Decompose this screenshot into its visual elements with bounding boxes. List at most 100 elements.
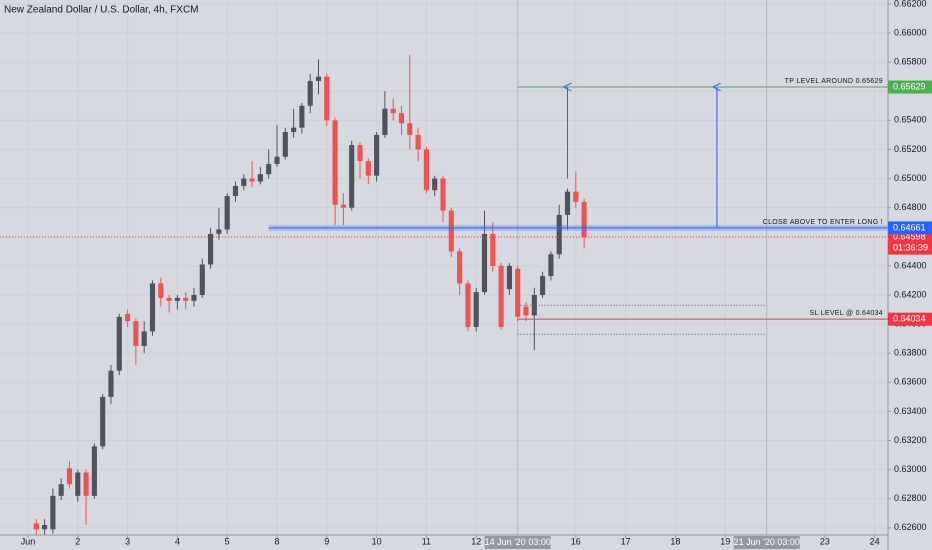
level-price-label: 0.64034 [893,314,926,324]
candle-body [274,156,280,165]
y-tick-label: 0.66000 [894,27,927,37]
candle-body [432,178,438,191]
x-tick-label: 24 [870,536,880,546]
candle-body [33,523,39,530]
candle-body [249,178,255,182]
y-tick-label: 0.62600 [894,522,927,532]
crosshair-box [733,536,800,549]
candle-body [291,127,297,133]
candle-body [166,297,172,301]
candle-body [357,145,363,162]
candle-body [349,145,355,208]
x-tick-label: 9 [324,536,329,546]
candle-body [174,297,180,301]
candle-body [315,76,322,82]
candle-body [299,105,305,128]
candle-body [224,196,230,230]
candle-body [191,295,197,301]
candle-body [531,295,537,316]
candle-body [266,164,272,175]
candle-body [548,254,554,277]
candle-body [332,120,338,205]
level-label: TP LEVEL AROUND 0.65629 [785,78,883,85]
candle-body [133,321,139,346]
x-tick-label: 23 [820,536,830,546]
candle-body [398,113,405,124]
candle-body [506,265,512,290]
marks: TP LEVEL AROUND 0.65629 CLOSE ABOVE TO EN… [0,54,888,536]
level-price-label: 0.65629 [893,81,926,91]
x-tick-label: 5 [225,536,230,546]
candle-body [125,313,131,322]
crosshair-label: 14 Jun '20 03:00 [485,537,551,547]
candle-body [365,161,371,176]
x-tick-label: 17 [621,536,631,546]
candle-body [241,178,247,186]
candle-body [440,178,446,211]
candle-body [390,108,396,114]
candle-body [257,174,263,182]
candle-body [423,149,429,191]
candle-body [581,201,587,238]
y-tick-label: 0.63000 [894,464,927,474]
crosshair-box [484,536,551,549]
candle-body [83,472,89,496]
y-tick-label: 0.63800 [894,348,927,358]
candle-body [216,229,222,234]
candle-body [149,283,156,332]
level-price-box [888,312,932,326]
crosshair-label: 21 Jun '20 03:00 [734,537,800,547]
x-tick-label: 12 [471,536,481,546]
candle-body [448,210,454,252]
candle-body [307,81,313,106]
candle-body [473,292,479,328]
candle-body [465,283,471,328]
candle-body [481,233,488,293]
candle-body [208,233,214,265]
level-price-label: 0.64661 [893,222,926,232]
candle-body [50,495,56,530]
candle-body [556,214,562,255]
last-price-box [888,230,932,255]
candle-body [282,132,288,157]
chart-title: New Zealand Dollar / U.S. Dollar, 4h, FX… [4,5,199,16]
y-tick-label: 0.65400 [894,115,927,125]
candle-body [573,191,579,202]
y-tick-label: 0.63200 [894,435,927,445]
x-tick-label: 19 [720,536,730,546]
x-tick-label: 10 [372,536,382,546]
x-tick-label: 3 [125,536,130,546]
candle-body [374,134,380,176]
candle-body [58,484,64,496]
candle-body [100,396,106,447]
candle-body [540,276,546,296]
candle-body [158,283,164,298]
level-label: CLOSE ABOVE TO ENTER LONG ! [763,219,883,226]
countdown-label: 01:36:39 [893,242,928,252]
candle-body [523,306,529,316]
candle-body [564,191,571,215]
x-tick-label: Jun [21,536,36,546]
candle-body [515,268,521,317]
candle-body [407,123,413,135]
candle-body [498,265,504,328]
candle-body [75,472,81,496]
candle-body [199,264,205,296]
y-tick-label: 0.64400 [894,260,927,270]
x-tick-label: 4 [175,536,180,546]
candle-body [232,185,239,197]
candle-body [91,446,97,496]
x-tick-label: 11 [422,536,431,546]
candle-body [490,233,496,266]
y-tick-label: 0.64800 [894,202,927,212]
level-price-box [888,221,932,235]
y-tick-label: 0.63600 [894,377,927,387]
candle-body [457,251,463,284]
y-tick-label: 0.64200 [894,289,927,299]
candle-body [340,204,346,208]
candle-body [66,468,73,485]
y-tick-label: 0.62800 [894,493,927,503]
y-tick-label: 0.66200 [894,0,927,8]
candle-body [116,316,122,371]
